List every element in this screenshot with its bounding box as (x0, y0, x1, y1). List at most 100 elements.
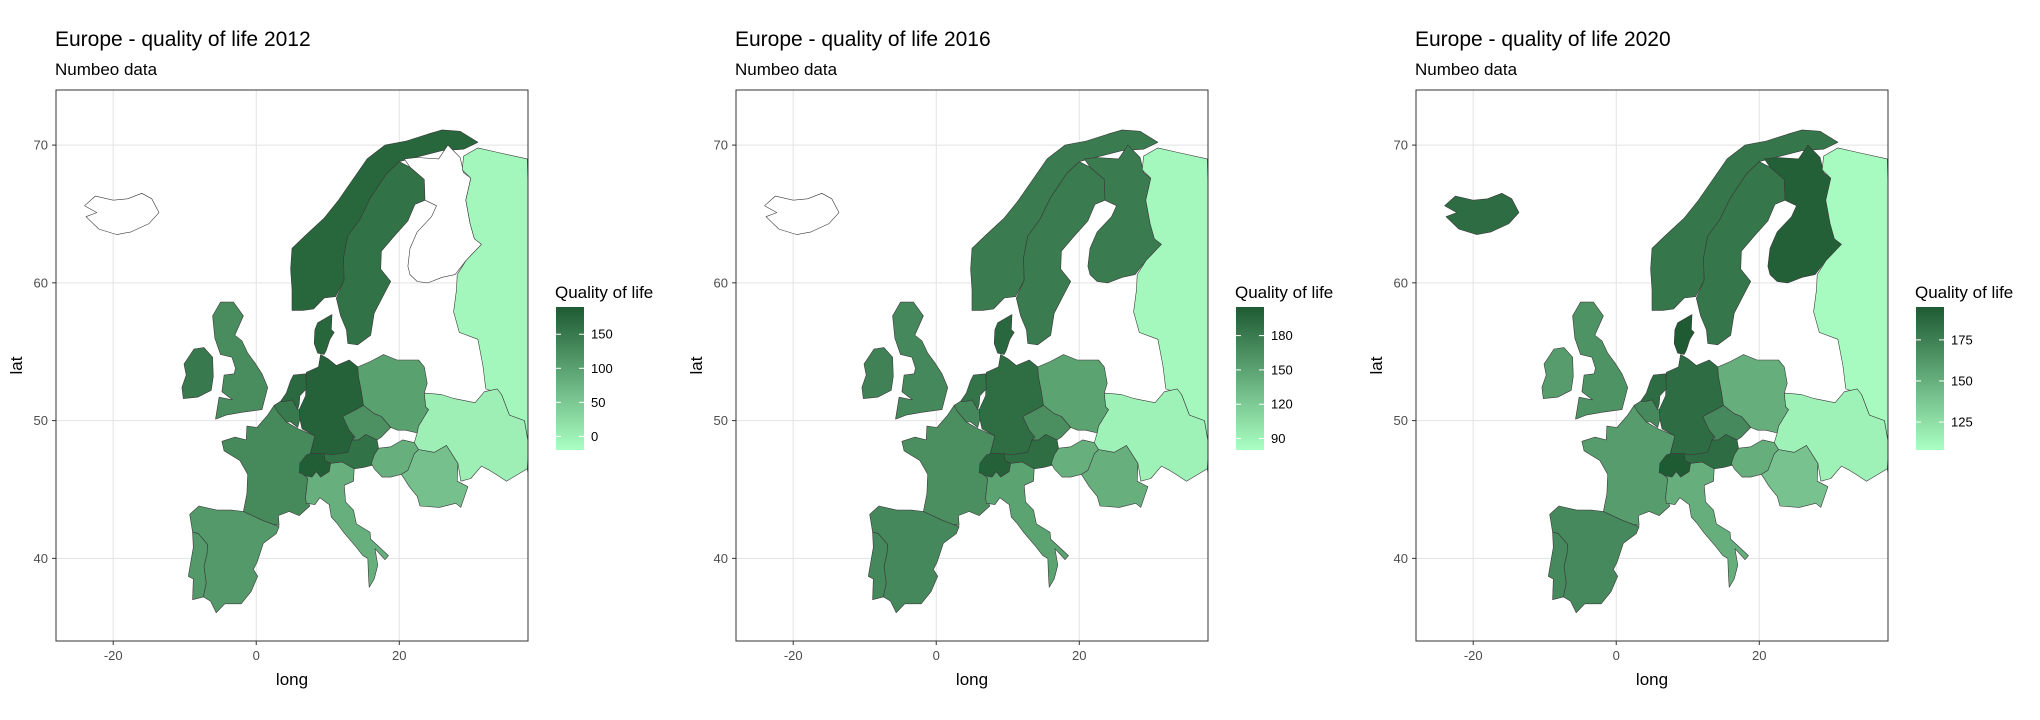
country-ukraine (1774, 388, 1888, 482)
country-ukraine (414, 388, 528, 482)
x-tick-label: 0 (933, 648, 940, 663)
legend-label: 150 (1951, 373, 1973, 388)
x-axis-title: long (1636, 670, 1668, 689)
legend: Quality of life 0 50 100 150 (555, 283, 653, 450)
x-tick-label: -20 (1464, 648, 1483, 663)
country-iceland (764, 193, 840, 235)
country-sweden (336, 161, 426, 346)
country-united-kingdom (212, 301, 268, 420)
legend-label: 0 (591, 429, 598, 444)
x-tick-label: -20 (104, 648, 123, 663)
x-tick-label: 20 (392, 648, 406, 663)
country-belgium (953, 399, 981, 428)
legend-label: 150 (591, 327, 613, 342)
country-italy (1664, 461, 1749, 588)
map-panel-2020: Europe - quality of life 2020 Numbeo dat… (1360, 0, 2040, 720)
country-italy (984, 461, 1069, 588)
legend: Quality of life 90 120 150 180 (1235, 283, 1333, 450)
y-tick-label: 50 (34, 413, 48, 428)
legend-label: 175 (1951, 332, 1973, 347)
legend-title: Quality of life (1915, 283, 2013, 302)
country-belgium (273, 399, 301, 428)
map-panel-2016: Europe - quality of life 2016 Numbeo dat… (680, 0, 1360, 720)
y-tick-label: 70 (1394, 138, 1408, 153)
chart-title: Europe - quality of life 2012 (55, 28, 311, 51)
y-tick-label: 60 (714, 275, 728, 290)
country-portugal (868, 531, 888, 600)
y-tick-label: 50 (714, 413, 728, 428)
legend-label: 180 (1271, 328, 1293, 343)
legend-title: Quality of life (1235, 283, 1333, 302)
y-tick-label: 40 (1394, 551, 1408, 566)
y-tick-label: 40 (714, 551, 728, 566)
legend-colorbar (556, 307, 584, 450)
country-united-kingdom (1572, 301, 1628, 420)
country-finland (1764, 144, 1842, 284)
x-tick-label: 0 (1613, 648, 1620, 663)
y-tick-label: 60 (1394, 275, 1408, 290)
country-iceland (1444, 193, 1520, 235)
country-layer (764, 129, 1208, 614)
legend-label: 100 (591, 361, 613, 376)
legend-label: 120 (1271, 397, 1293, 412)
y-tick-label: 60 (34, 275, 48, 290)
legend-label: 90 (1271, 431, 1285, 446)
y-tick-label: 70 (34, 138, 48, 153)
country-czech-republic (1702, 405, 1751, 441)
x-tick-label: 20 (1752, 648, 1766, 663)
legend-label: 150 (1271, 362, 1293, 377)
chart-subtitle: Numbeo data (1415, 60, 1518, 79)
country-hungary (1731, 439, 1779, 478)
y-axis-title: lat (687, 356, 706, 374)
map-plot: -20 0 20 40 50 60 70 long lat Quality of life 0 50 1… (7, 89, 653, 689)
country-france (1581, 405, 1676, 526)
country-layer (84, 129, 528, 614)
legend-colorbar (1236, 307, 1264, 450)
country-czech-republic (1022, 405, 1071, 441)
x-tick-label: 0 (253, 648, 260, 663)
x-tick-label: -20 (784, 648, 803, 663)
plot-border (735, 89, 1209, 642)
country-finland (404, 144, 482, 284)
country-czech-republic (342, 405, 391, 441)
x-axis-title: long (956, 670, 988, 689)
country-france (221, 405, 316, 526)
legend-label: 125 (1951, 415, 1973, 430)
country-ireland (861, 347, 894, 399)
country-hungary (1051, 439, 1099, 478)
legend-title: Quality of life (555, 283, 653, 302)
country-ukraine (1094, 388, 1208, 482)
y-tick-label: 70 (714, 138, 728, 153)
map-plot: -20 0 20 40 50 60 70 long lat Quality of life 90 12… (687, 89, 1333, 689)
country-france (901, 405, 996, 526)
country-italy (304, 461, 389, 588)
country-portugal (1548, 531, 1568, 600)
y-axis-title: lat (7, 356, 26, 374)
chart-subtitle: Numbeo data (735, 60, 838, 79)
country-iceland (84, 193, 160, 235)
country-ireland (1541, 347, 1574, 399)
plot-border (1415, 89, 1889, 642)
plot-border (55, 89, 529, 642)
country-layer (1444, 129, 1888, 614)
legend-colorbar (1916, 307, 1944, 450)
country-united-kingdom (892, 301, 948, 420)
x-tick-label: 20 (1072, 648, 1086, 663)
y-tick-label: 40 (34, 551, 48, 566)
country-sweden (1016, 161, 1106, 346)
country-denmark (1673, 314, 1695, 355)
legend-label: 50 (591, 395, 605, 410)
country-sweden (1696, 161, 1786, 346)
country-finland (1084, 144, 1162, 284)
chart-subtitle: Numbeo data (55, 60, 158, 79)
country-denmark (993, 314, 1015, 355)
map-panel-2012: Europe - quality of life 2012 Numbeo dat… (0, 0, 680, 720)
country-portugal (188, 531, 208, 600)
country-belgium (1633, 399, 1661, 428)
map-plot: -20 0 20 40 50 60 70 long lat Quality of life 125 1… (1367, 89, 2013, 689)
y-axis-title: lat (1367, 356, 1386, 374)
x-axis-title: long (276, 670, 308, 689)
country-denmark (313, 314, 335, 355)
legend: Quality of life 125 150 175 (1915, 283, 2013, 450)
